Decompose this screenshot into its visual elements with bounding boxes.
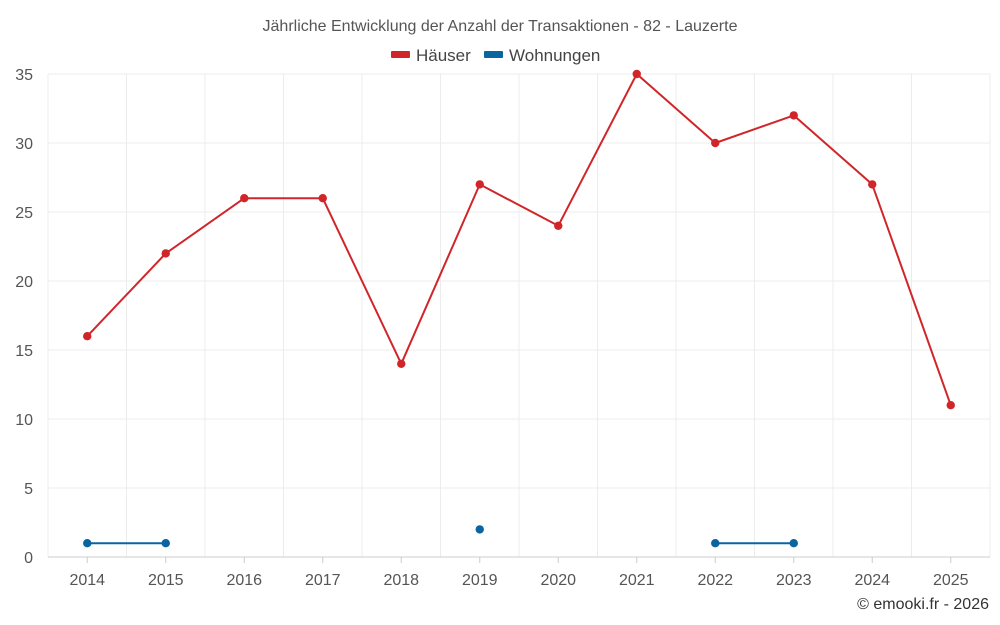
data-point[interactable] <box>632 69 641 79</box>
credit: © emooki.fr - 2026 <box>857 596 989 613</box>
x-tick-label: 2018 <box>383 572 419 589</box>
series-line-segment <box>635 73 717 144</box>
grid <box>47 73 991 558</box>
x-tick-label: 2024 <box>854 572 890 589</box>
legend-label-hauser[interactable]: Häuser <box>416 46 471 65</box>
data-point[interactable] <box>475 525 484 534</box>
data-point[interactable] <box>946 401 955 410</box>
series-wohnungen <box>83 525 798 548</box>
y-tick-label: 35 <box>15 67 33 84</box>
x-tick-label: 2022 <box>697 572 733 589</box>
series-line-segment <box>557 73 638 227</box>
x-tick-label: 2023 <box>776 572 812 589</box>
series-line-segment <box>321 197 403 365</box>
y-tick-label: 5 <box>24 481 33 498</box>
data-point[interactable] <box>789 111 798 120</box>
data-point[interactable] <box>397 359 406 368</box>
data-point[interactable] <box>161 539 170 548</box>
y-tick-label: 25 <box>15 205 33 222</box>
y-tick-label: 0 <box>24 550 33 567</box>
data-point[interactable] <box>868 180 877 189</box>
series-line-segment <box>86 252 167 338</box>
x-tick-label: 2015 <box>148 572 184 589</box>
y-tick-label: 30 <box>15 136 33 153</box>
data-point[interactable] <box>711 539 720 548</box>
data-point[interactable] <box>789 539 798 548</box>
series-line-segment <box>164 197 246 255</box>
data-point[interactable] <box>554 221 563 230</box>
series-line-segment <box>400 183 481 365</box>
legend-swatch-hauser <box>391 51 410 58</box>
x-tick-label: 2016 <box>226 572 262 589</box>
data-point[interactable] <box>475 180 484 189</box>
series-line-segment <box>871 183 952 407</box>
y-tick-label: 20 <box>15 274 33 291</box>
x-tick-label: 2021 <box>619 572 655 589</box>
x-tick-label: 2014 <box>69 572 105 589</box>
data-point[interactable] <box>318 194 327 203</box>
y-tick-label: 10 <box>15 412 33 429</box>
data-point[interactable] <box>161 249 170 258</box>
x-tick-label: 2017 <box>305 572 341 589</box>
legend-label-wohnungen[interactable]: Wohnungen <box>509 46 600 65</box>
series-line-segment <box>792 114 874 186</box>
x-tick-label: 2020 <box>540 572 576 589</box>
series-line-segment <box>714 114 795 144</box>
y-tick-label: 15 <box>15 343 33 360</box>
data-point[interactable] <box>711 138 720 148</box>
series-hauser <box>83 69 955 410</box>
data-point[interactable] <box>83 332 92 341</box>
legend-swatch-wohnungen <box>484 51 503 58</box>
series-line-segment <box>478 183 560 227</box>
chart-title: Jährliche Entwicklung der Anzahl der Tra… <box>263 18 738 35</box>
data-point[interactable] <box>83 539 92 548</box>
x-tick-label: 2025 <box>933 572 969 589</box>
legend: Häuser Wohnungen <box>391 46 600 65</box>
x-tick-label: 2019 <box>462 572 498 589</box>
series <box>83 69 955 548</box>
data-point[interactable] <box>240 194 249 203</box>
